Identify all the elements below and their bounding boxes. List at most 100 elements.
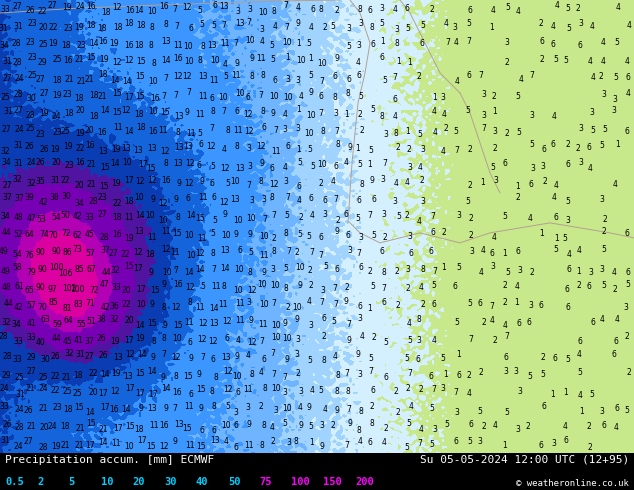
Text: 11: 11 [197, 234, 207, 243]
Text: 14: 14 [110, 159, 120, 168]
Text: 2: 2 [540, 55, 545, 64]
Text: 2: 2 [307, 266, 312, 275]
Text: 4: 4 [554, 181, 559, 190]
Text: 12: 12 [185, 283, 195, 292]
Text: 15: 15 [136, 57, 146, 66]
Text: 8: 8 [270, 193, 275, 202]
Text: 9: 9 [262, 268, 267, 277]
Text: 4: 4 [417, 164, 422, 172]
Text: 13: 13 [147, 404, 157, 413]
Text: 6: 6 [212, 426, 217, 435]
Text: 27: 27 [108, 248, 119, 258]
Text: 18: 18 [86, 21, 95, 30]
Text: 5: 5 [197, 129, 202, 138]
Text: 9: 9 [334, 227, 339, 236]
Text: 2: 2 [299, 213, 303, 222]
Text: 10: 10 [186, 251, 195, 260]
Text: 3: 3 [494, 176, 498, 185]
Text: 4: 4 [455, 77, 460, 86]
Text: 4: 4 [491, 6, 496, 15]
Text: 9: 9 [173, 195, 178, 204]
Text: 73: 73 [72, 245, 82, 254]
Text: 6: 6 [189, 24, 194, 33]
Text: 5: 5 [382, 76, 387, 85]
Text: 5: 5 [407, 336, 412, 345]
Text: 15: 15 [125, 422, 134, 431]
Text: 9: 9 [295, 316, 299, 324]
Text: 18: 18 [97, 24, 107, 33]
Text: 1: 1 [408, 58, 412, 67]
Text: 2: 2 [259, 402, 264, 411]
Text: 16: 16 [112, 230, 122, 239]
Text: Su 05-05-2024 12:00 UTC (12+95): Su 05-05-2024 12:00 UTC (12+95) [420, 455, 629, 465]
Text: 85: 85 [49, 298, 58, 307]
Text: 5: 5 [323, 263, 328, 271]
Text: 5: 5 [212, 217, 217, 225]
Text: 3: 3 [295, 123, 301, 133]
Text: 6: 6 [624, 127, 630, 136]
Text: 3: 3 [248, 5, 253, 14]
Text: 11: 11 [186, 129, 196, 138]
Text: 5: 5 [212, 22, 217, 30]
Text: 12: 12 [135, 177, 145, 186]
Text: 28: 28 [100, 233, 109, 242]
Text: 15: 15 [124, 262, 134, 271]
Text: 24: 24 [14, 125, 24, 134]
Text: 6: 6 [356, 71, 361, 80]
Text: 2: 2 [626, 368, 631, 377]
Text: 7: 7 [221, 21, 226, 30]
Text: 16: 16 [126, 6, 135, 15]
Text: 6: 6 [335, 265, 339, 274]
Text: 4: 4 [221, 145, 226, 154]
Text: 24: 24 [38, 384, 48, 393]
Text: 4: 4 [627, 22, 632, 30]
Text: 9: 9 [260, 159, 264, 168]
Text: 10: 10 [184, 56, 194, 66]
Text: 13: 13 [221, 246, 230, 255]
Text: 4: 4 [236, 336, 241, 345]
Text: 8: 8 [150, 23, 154, 32]
Text: 6: 6 [567, 265, 572, 274]
Text: 14: 14 [122, 77, 133, 86]
Text: 17: 17 [124, 337, 134, 345]
Text: 6: 6 [188, 338, 193, 347]
Text: 15: 15 [172, 229, 181, 238]
Text: 24: 24 [75, 2, 85, 11]
Text: 3: 3 [453, 23, 458, 32]
Text: 3: 3 [248, 162, 252, 171]
Text: 9: 9 [370, 176, 375, 185]
Text: 29: 29 [2, 371, 11, 380]
Text: 12: 12 [244, 127, 254, 136]
Text: 3: 3 [334, 109, 339, 118]
Text: 23: 23 [25, 38, 36, 47]
Text: 23: 23 [28, 19, 37, 28]
Text: 17: 17 [101, 403, 110, 412]
Text: 55: 55 [76, 319, 86, 329]
Text: 5: 5 [200, 282, 205, 292]
Text: 8: 8 [209, 387, 214, 395]
Text: 5: 5 [577, 368, 582, 377]
Text: 20: 20 [75, 181, 84, 190]
Text: 3: 3 [235, 7, 240, 16]
Text: 2: 2 [505, 129, 509, 138]
Text: 22: 22 [51, 386, 60, 395]
Text: 4: 4 [515, 6, 520, 16]
Text: 4: 4 [431, 107, 436, 116]
Text: 31: 31 [16, 391, 25, 399]
Text: 8: 8 [346, 89, 351, 98]
Text: 3: 3 [612, 106, 617, 115]
Text: 7: 7 [455, 146, 460, 155]
Text: 5: 5 [417, 129, 422, 139]
Text: 2: 2 [370, 402, 374, 412]
Text: 1: 1 [579, 407, 583, 416]
Text: 7: 7 [163, 74, 168, 83]
Text: 6: 6 [408, 249, 413, 258]
Text: 2: 2 [272, 234, 276, 243]
Text: 2: 2 [270, 438, 275, 446]
Text: 27: 27 [36, 74, 46, 84]
Text: 21: 21 [98, 425, 108, 434]
Text: 21: 21 [74, 441, 84, 450]
Text: 6: 6 [578, 337, 583, 346]
Text: 7: 7 [466, 37, 471, 46]
Text: 26: 26 [24, 143, 34, 151]
